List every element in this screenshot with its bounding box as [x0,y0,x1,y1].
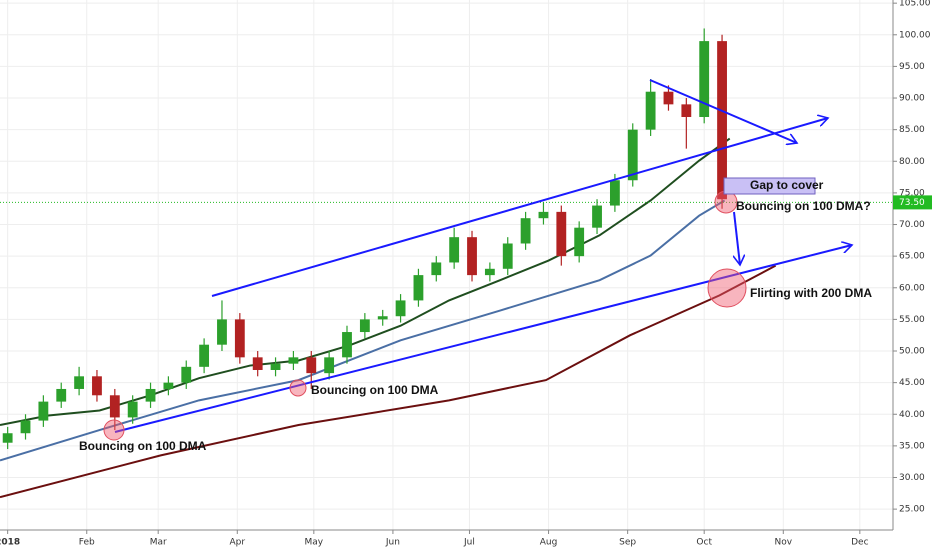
drawings: Bouncing on 100 DMA Bouncing on 100 DMA … [79,79,872,453]
annotation: Bouncing on 100 DMA [79,439,207,453]
candle-body [681,104,692,118]
y-tick-label: 85.00 [899,125,925,135]
highlight-circle [707,268,747,308]
candle-body [699,41,710,118]
candle-body [627,129,638,181]
candle-body [342,332,352,358]
y-tick-label: 65.00 [899,252,925,262]
y-tick-label: 100.00 [899,30,931,40]
trend-line [211,118,828,297]
moving-average-line [0,264,777,499]
highlight-circle [289,379,307,397]
y-tick-label: 60.00 [899,283,925,293]
y-tick-label: 55.00 [899,315,925,325]
arrow [734,211,740,265]
price-label: 73.50 [899,198,925,208]
candle-body [270,363,281,370]
candle-body [324,357,335,374]
candle-body [127,401,138,418]
candle-body [449,237,460,263]
candle-body [609,180,620,206]
candle-body [484,268,495,276]
candle-body [645,91,656,130]
trend-line [649,79,797,143]
annotation: Bouncing on 100 DMA? [736,199,871,213]
candle-body [395,300,406,317]
candle-body [663,91,674,105]
y-tick-label: 70.00 [899,220,925,230]
candle-body [306,357,317,374]
candle-body [38,401,49,421]
candle-body [288,357,299,364]
y-tick-label: 50.00 [899,347,925,357]
x-tick-label: Dec [851,538,868,548]
x-tick-label: Jul [463,538,475,548]
y-tick-label: 105.00 [899,0,931,9]
y-tick-label: 40.00 [899,410,925,420]
candle-body [431,262,442,276]
candle-body [252,357,263,370]
x-tick-label: Sep [619,538,636,548]
moving-average-line [0,137,731,426]
candle-body [163,382,174,389]
y-tick-label: 35.00 [899,441,925,451]
x-tick-label: Aug [540,538,558,548]
candle-body [20,420,31,434]
candle-body [538,211,549,219]
x-tick-label: May [305,538,324,548]
x-tick-label: Mar [150,538,167,548]
y-tick-label: 25.00 [899,505,925,515]
candle-body [199,344,210,367]
y-tick-label: 45.00 [899,378,925,388]
candle-body [74,376,85,389]
annotation: Flirting with 200 DMA [750,286,872,300]
candle-body [467,237,477,276]
annotation: Gap to cover [750,178,824,192]
candle-body [520,218,531,244]
candle-body [234,319,245,358]
moving-averages [0,137,893,499]
x-tick-label: Feb [79,538,95,548]
price-tag [893,195,932,210]
y-tick-label: 95.00 [899,62,925,72]
candles [2,28,727,450]
annotation-box [723,177,816,195]
candle-body [92,376,102,396]
x-tick-label: Nov [774,538,792,548]
annotation: Bouncing on 100 DMA [311,383,439,397]
candle-body [413,275,424,301]
candle-body [181,366,192,383]
grid [0,0,893,530]
y-tick-label: 90.00 [899,94,925,104]
y-tick-label: 75.00 [899,188,925,198]
candle-body [2,433,13,443]
candle-body [145,388,156,402]
candle-body [556,211,567,257]
y-tick-label: 30.00 [899,473,925,483]
trend-line [114,245,852,433]
candle-body [592,205,602,228]
candle-body [574,227,585,257]
candle-body [56,388,67,402]
x-tick-label: Apr [229,538,245,548]
candle-body [502,243,513,269]
candle-body [359,319,370,333]
candle-body [717,41,727,200]
x-tick-label: Oct [696,538,712,548]
x-tick-label: 2018 [0,538,20,548]
candle-body [377,316,388,320]
highlight-circle [103,419,125,441]
candle-body [109,395,120,418]
moving-average-line [0,199,726,462]
x-tick-label: Jun [385,538,400,548]
y-tick-label: 80.00 [899,157,925,167]
candle-body [217,319,227,345]
